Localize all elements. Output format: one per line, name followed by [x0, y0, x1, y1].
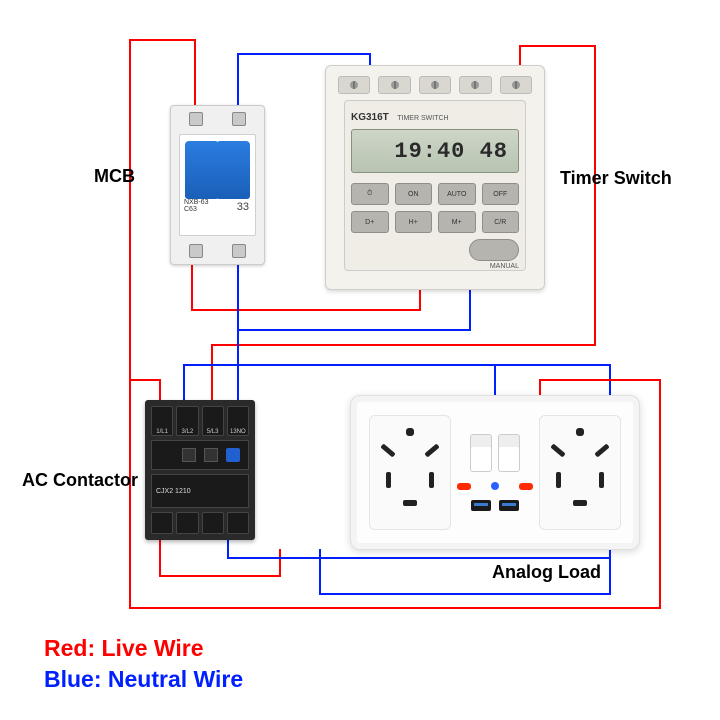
contactor-mid-plate	[151, 440, 249, 470]
timer-lcd: 19:40 48	[351, 129, 519, 173]
legend-live-wire: Red: Live Wire	[44, 635, 204, 662]
analog-load-label: Analog Load	[492, 562, 601, 583]
timer-terminal	[378, 76, 410, 94]
analog-load-outlet	[350, 395, 640, 550]
contactor-terminal	[151, 512, 173, 534]
universal-socket-left[interactable]	[369, 415, 451, 530]
contactor-model: CJX2 1210	[156, 488, 191, 495]
outlet-usb-ports	[471, 500, 519, 511]
timer-on-button[interactable]: ON	[395, 183, 433, 205]
timer-terminal	[500, 76, 532, 94]
timer-button-row-2: D+ H+ M+ C/R	[351, 211, 519, 233]
contactor-bottom-terminals	[151, 512, 249, 534]
mcb-terminal-top-left	[189, 112, 203, 126]
timer-front-panel: KG316T TIMER SWITCH 19:40 48 ⏱ ON AUTO O…	[344, 100, 526, 271]
timer-model-row: KG316T TIMER SWITCH	[351, 107, 519, 125]
mcb-switch-left	[185, 141, 219, 199]
outlet-leds	[457, 482, 533, 490]
timer-terminal-strip	[338, 76, 532, 96]
contactor-test-button[interactable]	[226, 448, 240, 462]
contactor-nameplate: CJX2 1210	[151, 474, 249, 508]
timer-switch-device: KG316T TIMER SWITCH 19:40 48 ⏱ ON AUTO O…	[325, 65, 545, 290]
diagram-stage: NXB-63C63 33 KG316T TIMER SWITCH 19:40 4…	[0, 0, 720, 720]
mcb-switch-right	[216, 141, 250, 199]
outlet-led-blue	[491, 482, 499, 490]
timer-terminal	[338, 76, 370, 94]
timer-subtitle: TIMER SWITCH	[397, 115, 448, 122]
ac-contactor-device: 1/L1 3/L2 5/L3 13NO CJX2 1210	[145, 400, 255, 540]
mcb-model-label: NXB-63C63	[184, 199, 209, 213]
contactor-terminal: 13NO	[227, 406, 249, 436]
outlet-led-red-2	[519, 483, 533, 490]
contactor-indicator	[204, 448, 218, 462]
contactor-indicator	[182, 448, 196, 462]
timer-terminal	[419, 76, 451, 94]
timer-auto-button[interactable]: AUTO	[438, 183, 476, 205]
contactor-terminal: 1/L1	[151, 406, 173, 436]
timer-terminal	[459, 76, 491, 94]
timer-model: KG316T	[351, 112, 389, 123]
timer-hplus-button[interactable]: H+	[395, 211, 433, 233]
mcb-terminal-top-right	[232, 112, 246, 126]
timer-switch-label: Timer Switch	[560, 168, 672, 189]
usb-port[interactable]	[471, 500, 491, 511]
timer-off-button[interactable]: OFF	[482, 183, 520, 205]
contactor-terminal	[176, 512, 198, 534]
legend-neutral-wire: Blue: Neutral Wire	[44, 666, 243, 693]
timer-manual-button[interactable]	[469, 239, 519, 261]
contactor-terminal: 3/L2	[176, 406, 198, 436]
timer-display-value: 19:40 48	[394, 139, 508, 164]
mcb-number: 33	[237, 201, 249, 213]
timer-button-row-1: ⏱ ON AUTO OFF	[351, 183, 519, 205]
timer-dplus-button[interactable]: D+	[351, 211, 389, 233]
outlet-switches	[470, 434, 520, 472]
outlet-switch-right[interactable]	[498, 434, 520, 472]
mcb-device: NXB-63C63 33	[170, 105, 265, 265]
timer-cr-button[interactable]: C/R	[482, 211, 520, 233]
ac-contactor-label: AC Contactor	[22, 470, 138, 491]
timer-clock-button[interactable]: ⏱	[351, 183, 389, 205]
mcb-label: MCB	[94, 166, 135, 187]
contactor-terminal: 5/L3	[202, 406, 224, 436]
mcb-body: NXB-63C63 33	[179, 134, 256, 236]
timer-manual-label: MANUAL	[351, 263, 519, 270]
contactor-terminal	[202, 512, 224, 534]
timer-mplus-button[interactable]: M+	[438, 211, 476, 233]
universal-socket-right[interactable]	[539, 415, 621, 530]
usb-port[interactable]	[499, 500, 519, 511]
outlet-switch-left[interactable]	[470, 434, 492, 472]
contactor-terminal	[227, 512, 249, 534]
outlet-center-controls	[451, 434, 539, 511]
contactor-top-terminals: 1/L1 3/L2 5/L3 13NO	[151, 406, 249, 436]
mcb-terminal-bottom-left	[189, 244, 203, 258]
mcb-terminal-bottom-right	[232, 244, 246, 258]
outlet-led-red	[457, 483, 471, 490]
